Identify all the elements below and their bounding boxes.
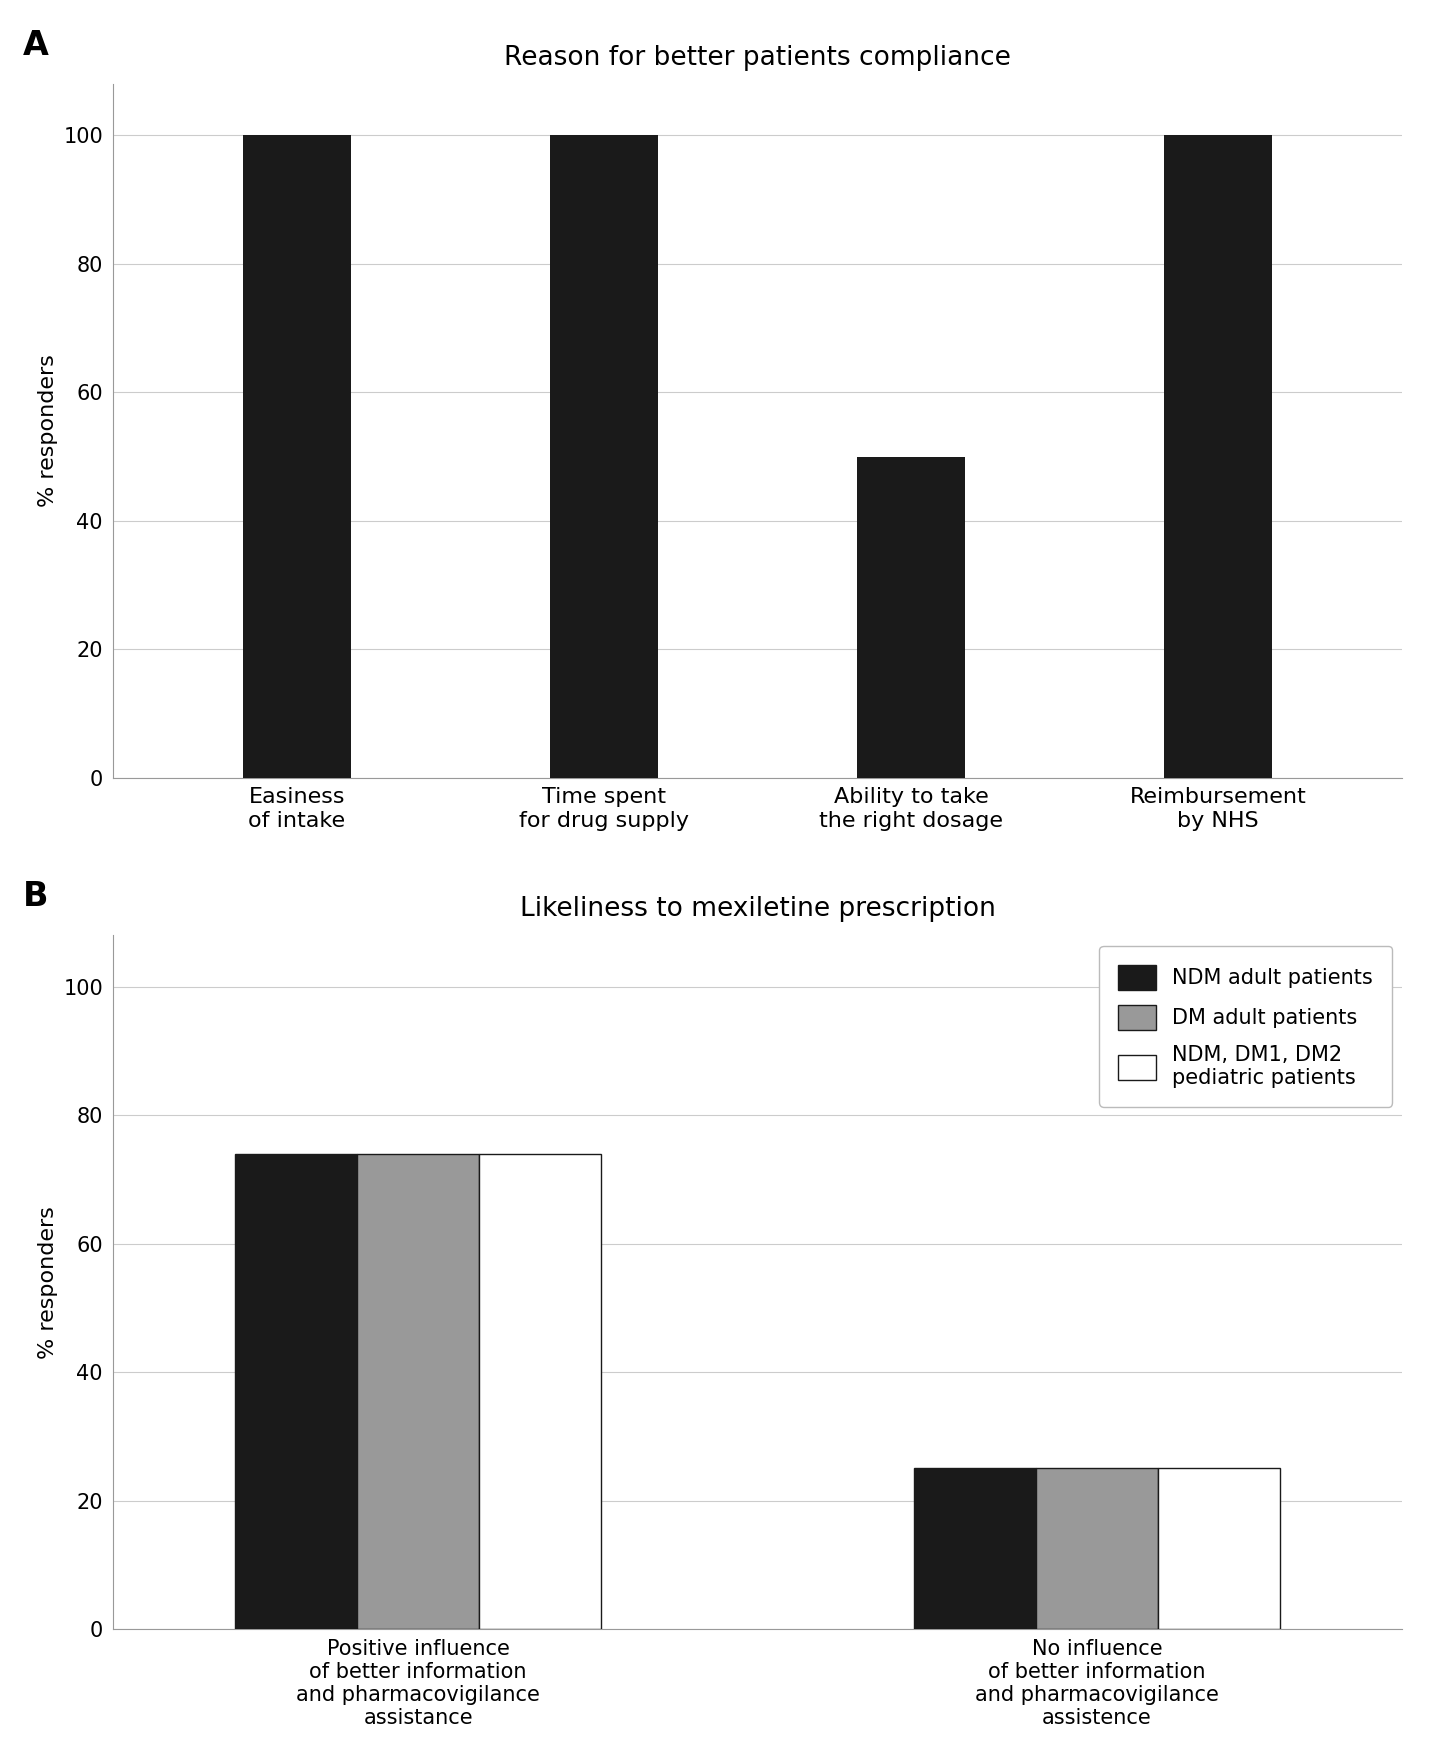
Y-axis label: % responders: % responders xyxy=(37,1206,57,1359)
Bar xyxy=(550,136,658,777)
Title: Likeliness to mexiletine prescription: Likeliness to mexiletine prescription xyxy=(520,896,996,922)
Title: Reason for better patients compliance: Reason for better patients compliance xyxy=(504,44,1010,71)
Text: B: B xyxy=(23,880,47,913)
Y-axis label: % responders: % responders xyxy=(37,354,57,508)
Bar xyxy=(858,457,964,777)
Text: A: A xyxy=(23,28,49,62)
Bar xyxy=(356,1153,479,1629)
Bar xyxy=(479,1153,601,1629)
Bar xyxy=(914,1469,1036,1629)
Bar xyxy=(1036,1469,1158,1629)
Legend: NDM adult patients, DM adult patients, NDM, DM1, DM2
pediatric patients: NDM adult patients, DM adult patients, N… xyxy=(1099,947,1392,1107)
Bar xyxy=(1164,136,1272,777)
Bar xyxy=(1158,1469,1280,1629)
Bar xyxy=(234,1153,356,1629)
Bar xyxy=(243,136,351,777)
